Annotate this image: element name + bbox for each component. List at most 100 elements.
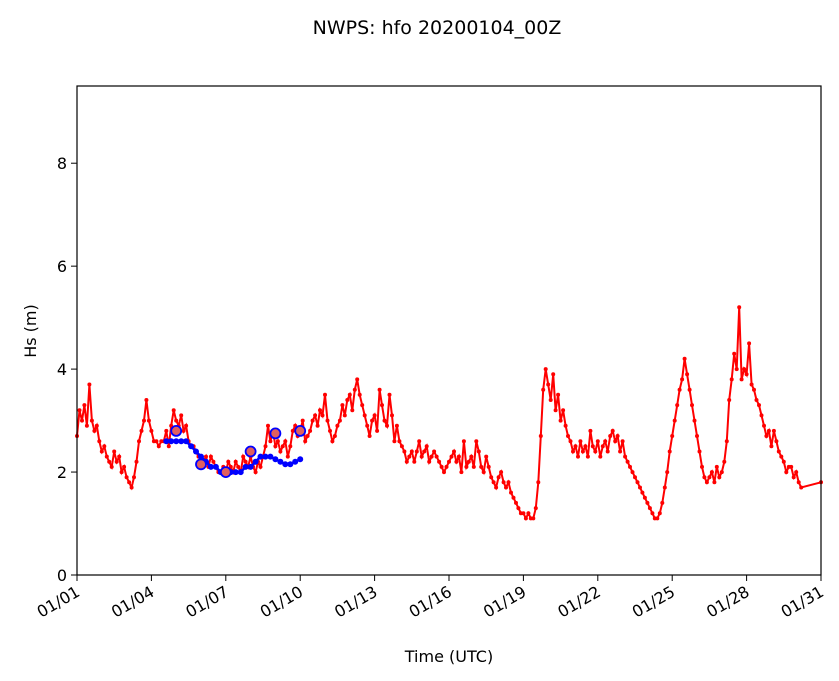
series-0-point [290,428,295,433]
series-0-point [548,398,553,402]
series-0-point [551,372,556,377]
series-0-point [709,470,714,475]
y-tick-label: 8 [57,154,67,173]
series-0-point [754,398,759,402]
series-0-point [742,367,747,372]
series-0-point [781,459,786,464]
x-tick-label: 01/04 [108,582,157,622]
series-0-point [499,470,504,475]
series-0-point [442,470,446,475]
series-0-point [362,413,367,418]
series-0-point [337,418,342,423]
series-0-point [99,449,104,454]
series-1-point [212,463,219,470]
series-0-point [620,439,625,444]
series-0-point [97,439,102,444]
series-0-point [610,428,615,433]
series-0-point [546,382,551,387]
series-0-point [342,413,347,418]
series-1-point [193,448,199,455]
series-0-point [456,454,461,459]
series-0-point [380,403,384,408]
y-tick-label: 6 [57,257,67,276]
series-0-point [412,459,417,464]
series-0-point [680,377,685,382]
series-1-point [277,458,284,465]
series-0-point [583,444,588,449]
series-0-point [156,444,161,449]
series-0-point [600,444,605,449]
series-0-point [129,485,134,490]
series-0-point [422,449,427,454]
series-0-point [771,428,776,433]
series-0-point [762,423,766,428]
series-0-point [300,418,305,423]
series-0-point [491,480,496,485]
series-0-point [208,454,213,459]
series-0-point [308,428,313,433]
series-0-point [504,485,508,490]
series-0-point [461,439,466,444]
series-0-point [102,444,107,449]
x-tick-label: 01/28 [703,582,752,622]
series-0-point [181,428,186,433]
series-1-point [242,463,249,470]
series-0-point [739,377,744,382]
series-0-point [714,464,719,469]
series-0-point [266,423,270,428]
x-axis: 01/01 01/04 01/07 01/10 01/13 01/16 01/19 01/22… [34,575,827,622]
series-0-point [382,418,387,423]
series-0-point [414,449,419,454]
x-tick-label: 01/31 [778,582,827,622]
series-0-point [593,449,598,454]
y-axis: 0 2 4 6 8 [57,154,77,585]
series-0-point [139,428,144,433]
series-0-point [122,464,127,469]
series-0-point [372,413,377,418]
series-0-point [345,398,350,402]
series-1-point [232,469,239,476]
series-0-point [367,434,372,438]
series-0-point [752,387,756,392]
series-0-point [464,464,469,469]
series-0-point [243,459,248,464]
series-0-point [737,305,742,310]
series-0-point [744,372,749,377]
series-0-point [114,459,119,464]
series-0-point [104,454,109,459]
series-0-point [454,459,459,464]
series-1-point [237,469,244,476]
x-tick-label: 01/01 [34,582,83,622]
series-0-point [556,392,561,397]
series-0-point [675,403,680,408]
series-0-point [558,418,563,423]
series-1-point [198,453,204,460]
series-0-point [80,418,84,423]
series-0-point [697,449,702,454]
series-0-point [796,480,801,485]
series-0-point [727,398,732,402]
series-0-point [511,495,516,500]
series-0-point [682,356,687,361]
series-0-point [588,428,593,433]
series-0-point [717,475,722,480]
series-0-point [605,449,610,454]
series-0-point [142,418,146,423]
y-axis-label: Hs (m) [21,304,40,358]
series-0-point [432,449,437,454]
series-0-point [313,413,318,418]
x-tick-label: 01/19 [480,582,529,622]
series-0-point [662,485,667,490]
series-0-point [598,454,603,459]
series-0-point [253,470,258,475]
series-0-point [171,408,176,413]
series-0-point [553,408,558,413]
series-0-point [561,408,566,413]
series-0-point [509,490,513,495]
series-0-point [385,423,389,428]
series-0-point [402,449,407,454]
series-0-point [352,387,357,392]
series-0-point [144,398,149,402]
series-0-point [469,454,474,459]
